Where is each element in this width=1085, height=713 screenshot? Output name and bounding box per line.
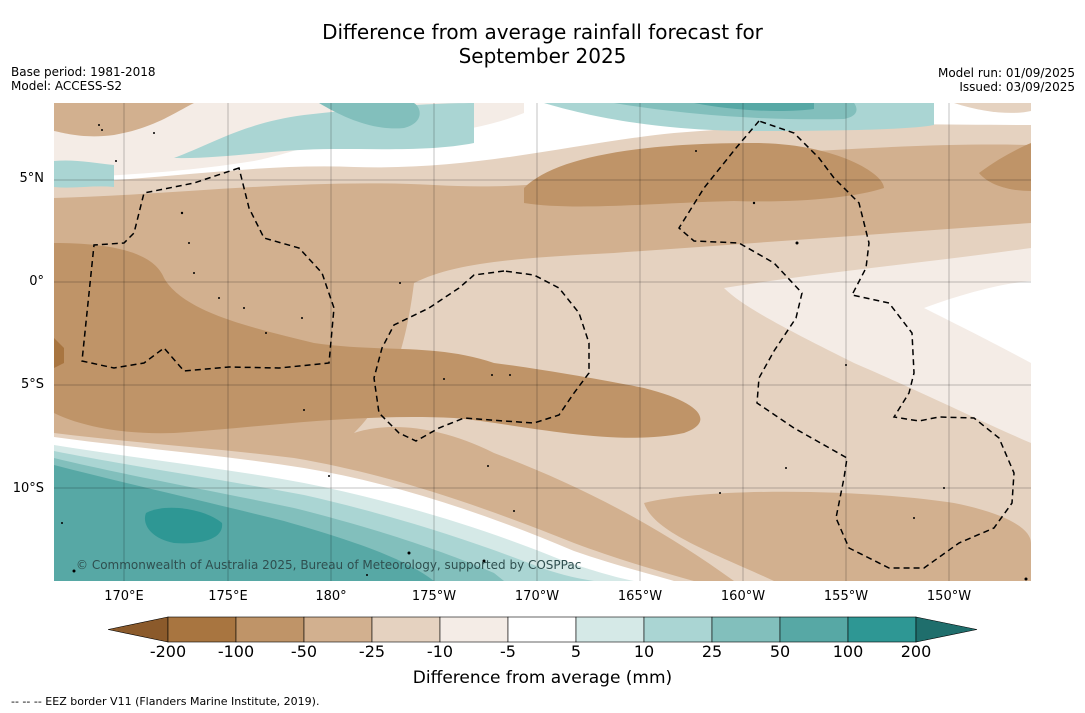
- chart-title: Difference from average rainfall forecas…: [0, 20, 1085, 68]
- colorbar-tick-label: 25: [701, 642, 723, 661]
- region-north-teal-left: [54, 160, 114, 188]
- gridlines: [54, 103, 1031, 581]
- region-se-brown: [644, 491, 1031, 581]
- title-line-2: September 2025: [458, 44, 627, 68]
- issued-date: Issued: 03/09/2025: [959, 80, 1075, 94]
- rainfall-map: [54, 103, 1031, 581]
- lon-label-155w: 155°W: [823, 589, 869, 604]
- credit-text: © Commonwealth of Australia 2025, Bureau…: [76, 558, 582, 572]
- colorbar-tick-label: -10: [426, 642, 454, 661]
- colorbar-tick-label: -50: [290, 642, 318, 661]
- lon-label-175w: 175°W: [411, 589, 457, 604]
- lon-label-175e: 175°E: [208, 589, 248, 604]
- lon-label-170w: 170°W: [514, 589, 560, 604]
- lat-label-10s: 10°S: [12, 481, 44, 496]
- colorbar-cell: [303, 616, 373, 643]
- lon-label-170e: 170°E: [104, 589, 144, 604]
- colorbar-cell: [575, 616, 645, 643]
- map-svg: [54, 103, 1031, 581]
- colorbar-extend-low: [108, 616, 169, 643]
- lon-label-150w: 150°W: [926, 589, 972, 604]
- title-line-1: Difference from average rainfall forecas…: [322, 20, 763, 44]
- meta-right: Model run: 01/09/2025 Issued: 03/09/2025: [938, 66, 1075, 94]
- lat-label-5s: 5°S: [20, 377, 44, 392]
- lat-label-5n: 5°N: [19, 171, 45, 186]
- lon-label-180: 180°: [315, 589, 347, 604]
- colorbar-cell: [235, 616, 305, 643]
- lon-label-165w: 165°W: [617, 589, 663, 604]
- region-north-teal2: [319, 103, 420, 129]
- colorbar-cell: [371, 616, 441, 643]
- region-south-teal5: [144, 507, 223, 544]
- colorbar-cell: [643, 616, 713, 643]
- eez-borders: [81, 120, 1015, 569]
- colorbar-cell: [439, 616, 509, 643]
- region-central-dark: [54, 243, 701, 438]
- colorbar-cell: [167, 616, 237, 643]
- region-east-white: [924, 281, 1031, 363]
- colorbar-cell: [711, 616, 781, 643]
- colorbar-extend-high: [915, 616, 978, 643]
- colorbar-tick-label: -5: [500, 642, 516, 661]
- region-west-darkest: [54, 338, 64, 368]
- region-north-dark: [524, 143, 884, 207]
- model-name: Model: ACCESS-S2: [11, 79, 123, 93]
- base-period: Base period: 1981-2018: [11, 65, 156, 79]
- colorbar-tick-label: -200: [149, 642, 187, 661]
- colorbar-cells: [108, 616, 978, 643]
- islands: [61, 124, 1028, 581]
- colorbar-tick-label: 5: [570, 642, 582, 661]
- colorbar-cell: [779, 616, 849, 643]
- model-run: Model run: 01/09/2025: [937, 66, 1075, 80]
- region-ne-corner: [954, 103, 1031, 113]
- colorbar-tick-label: 200: [900, 642, 932, 661]
- colorbar: [108, 616, 978, 643]
- meta-left: Base period: 1981-2018 Model: ACCESS-S2: [11, 65, 156, 93]
- region-ne-dark: [979, 143, 1031, 191]
- colorbar-cell: [847, 616, 917, 643]
- lat-label-0: 0°: [29, 274, 44, 289]
- colorbar-tick-label: 50: [769, 642, 791, 661]
- colorbar-tick-label: -100: [217, 642, 255, 661]
- colorbar-tick-label: 10: [633, 642, 655, 661]
- colorbar-label: Difference from average (mm): [412, 668, 673, 688]
- colorbar-cell: [507, 616, 577, 643]
- colorbar-tick-label: 100: [832, 642, 864, 661]
- eez-legend: -- -- -- EEZ border V11 (Flanders Marine…: [11, 695, 320, 708]
- colorbar-tick-label: -25: [358, 642, 386, 661]
- region-south-teal4: [54, 465, 434, 581]
- region-ne-teal3: [694, 103, 814, 111]
- lon-label-160w: 160°W: [720, 589, 766, 604]
